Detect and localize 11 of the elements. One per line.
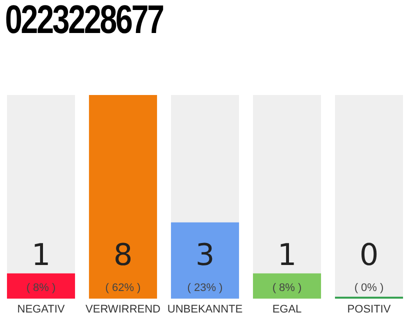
chart-title: 0223228677	[5, 0, 163, 43]
x-tick-label: POSITIV	[347, 303, 392, 316]
x-tick-label: EGAL	[272, 303, 302, 316]
x-tick-label: NEGATIV	[17, 303, 66, 316]
data-label: 1 ( 8% )	[26, 238, 56, 294]
data-label: 1 ( 8% )	[272, 238, 302, 294]
x-tick-label: VERWIRREND	[86, 303, 161, 316]
data-label: 8 ( 62% )	[105, 238, 141, 294]
data-label: 3 ( 23% )	[187, 238, 223, 294]
data-label: 0 ( 0% )	[354, 238, 384, 294]
x-tick-label: UNBEKANNTE	[167, 303, 243, 316]
